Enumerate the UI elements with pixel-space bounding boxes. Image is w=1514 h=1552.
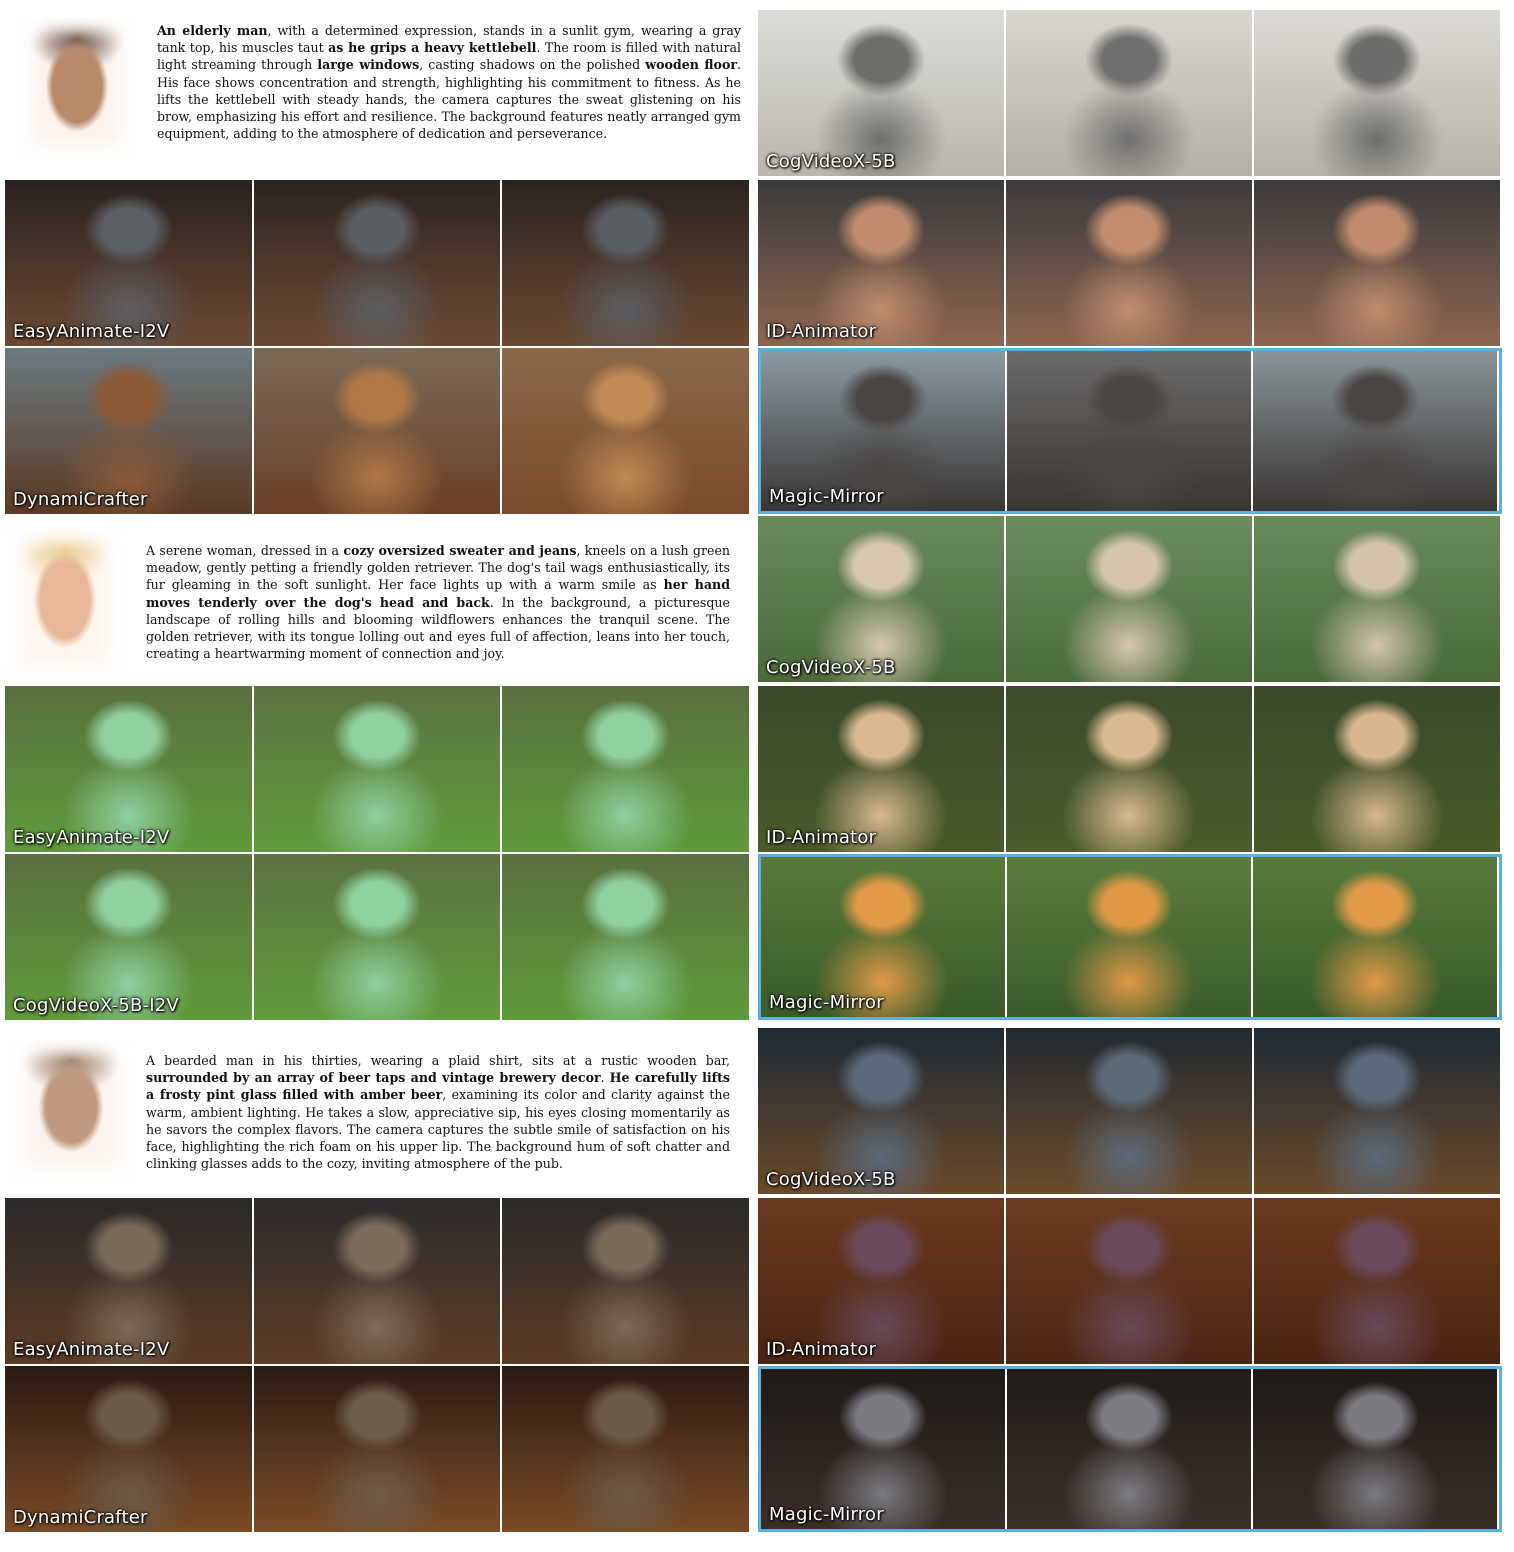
- video-frame: [253, 1198, 501, 1364]
- video-frame: [1254, 686, 1500, 852]
- video-frame: [761, 857, 1005, 1017]
- method-label: EasyAnimate-I2V: [13, 321, 170, 342]
- video-frame: [253, 854, 501, 1020]
- video-strip: Magic-Mirror: [758, 348, 1502, 514]
- video-frame: [5, 686, 252, 852]
- video-frame: [761, 1369, 1005, 1529]
- prompt-emphasis: surrounded by an array of beer taps and …: [146, 1070, 601, 1086]
- video-frame: [1254, 1028, 1500, 1194]
- video-frame: [758, 686, 1004, 852]
- prompt-emphasis: as he grips a heavy kettlebell: [328, 40, 537, 56]
- prompt-text: . The room is filled with natural light …: [157, 40, 741, 73]
- video-strip: CogVideoX-5B: [758, 1028, 1502, 1194]
- prompt-emphasis: large windows: [317, 57, 420, 73]
- video-frame: [502, 1198, 749, 1364]
- video-frame: [253, 686, 501, 852]
- video-frame: [1006, 1028, 1252, 1194]
- video-frame: [758, 180, 1004, 346]
- prompt-text: .: [600, 1070, 610, 1086]
- method-label: Magic-Mirror: [769, 486, 884, 507]
- video-frame: [1254, 180, 1500, 346]
- video-frame: [758, 1198, 1004, 1364]
- video-strip: DynamiCrafter: [5, 348, 751, 514]
- text-prompt: A bearded man in his thirties, wearing a…: [146, 1052, 730, 1172]
- video-frame: [1006, 1198, 1252, 1364]
- prompt-emphasis: He carefully lifts a frosty pint glass f…: [146, 1070, 730, 1103]
- video-frame: [1007, 1369, 1251, 1529]
- prompt-emphasis: An elderly man: [157, 23, 268, 38]
- method-label: CogVideoX-5B-I2V: [13, 995, 179, 1016]
- video-strip: Magic-Mirror: [758, 1366, 1502, 1532]
- prompt-emphasis: wooden floor: [645, 57, 737, 73]
- prompt-text: , kneels on a lush green meadow, gently …: [146, 543, 731, 593]
- prompt-text: A bearded man in his thirties, wearing a…: [146, 1053, 730, 1068]
- prompt-text: , casting shadows on the polished: [419, 57, 646, 73]
- video-frame: [502, 854, 749, 1020]
- video-frame: [1253, 857, 1497, 1017]
- video-frame: [1007, 857, 1251, 1017]
- video-frame: [1253, 351, 1497, 511]
- video-strip: CogVideoX-5B: [758, 10, 1502, 176]
- video-frame: [1254, 516, 1500, 682]
- video-strip: ID-Animator: [758, 686, 1502, 852]
- prompt-text: , examining its color and clarity agains…: [146, 1087, 730, 1172]
- video-frame: [253, 1366, 501, 1532]
- video-strip: EasyAnimate-I2V: [5, 180, 751, 346]
- method-label: EasyAnimate-I2V: [13, 1339, 170, 1360]
- method-label: CogVideoX-5B: [766, 657, 896, 678]
- video-strip: ID-Animator: [758, 1198, 1502, 1364]
- method-label: Magic-Mirror: [769, 992, 884, 1013]
- video-frame: [761, 351, 1005, 511]
- prompt-emphasis: cozy oversized sweater and jeans: [343, 543, 577, 558]
- video-frame: [1254, 1198, 1500, 1364]
- video-frame: [502, 1366, 749, 1532]
- prompt-emphasis: her hand moves tenderly over the dog's h…: [146, 577, 731, 610]
- reference-face-image: [10, 1040, 132, 1180]
- method-label: ID-Animator: [766, 827, 877, 848]
- text-prompt: A serene woman, dressed in a cozy oversi…: [146, 542, 730, 662]
- video-frame: [5, 348, 252, 514]
- video-frame: [253, 180, 501, 346]
- video-strip: Magic-Mirror: [758, 854, 1502, 1020]
- video-frame: [1006, 516, 1252, 682]
- video-frame: [1006, 10, 1252, 176]
- video-frame: [5, 180, 252, 346]
- video-frame: [5, 1198, 252, 1364]
- video-strip: CogVideoX-5B-I2V: [5, 854, 751, 1020]
- method-label: CogVideoX-5B: [766, 1169, 896, 1190]
- video-frame: [502, 686, 749, 852]
- video-frame: [5, 1366, 252, 1532]
- prompt-text: . His face shows concentration and stren…: [157, 57, 742, 142]
- method-label: ID-Animator: [766, 321, 877, 342]
- video-frame: [5, 854, 252, 1020]
- video-frame: [758, 1028, 1004, 1194]
- method-label: DynamiCrafter: [13, 489, 148, 510]
- method-label: Magic-Mirror: [769, 1504, 884, 1525]
- video-frame: [758, 10, 1004, 176]
- method-label: ID-Animator: [766, 1339, 877, 1360]
- method-label: EasyAnimate-I2V: [13, 827, 170, 848]
- method-label: CogVideoX-5B: [766, 151, 896, 172]
- video-frame: [502, 348, 749, 514]
- video-frame: [758, 516, 1004, 682]
- video-strip: EasyAnimate-I2V: [5, 686, 751, 852]
- prompt-text: , with a determined expression, stands i…: [157, 23, 741, 56]
- prompt-text: . In the background, a picturesque lands…: [146, 594, 730, 662]
- video-frame: [1253, 1369, 1497, 1529]
- prompt-text: A serene woman, dressed in a: [146, 543, 344, 558]
- text-prompt: An elderly man, with a determined expres…: [157, 22, 741, 142]
- video-frame: [1007, 351, 1251, 511]
- reference-face-image: [6, 528, 124, 678]
- video-frame: [502, 180, 749, 346]
- video-strip: DynamiCrafter: [5, 1366, 751, 1532]
- method-label: DynamiCrafter: [13, 1507, 148, 1528]
- video-strip: EasyAnimate-I2V: [5, 1198, 751, 1364]
- video-strip: CogVideoX-5B: [758, 516, 1502, 682]
- video-frame: [1254, 10, 1500, 176]
- video-frame: [253, 348, 501, 514]
- reference-face-image: [18, 18, 136, 160]
- video-frame: [1006, 180, 1252, 346]
- video-frame: [1006, 686, 1252, 852]
- video-strip: ID-Animator: [758, 180, 1502, 346]
